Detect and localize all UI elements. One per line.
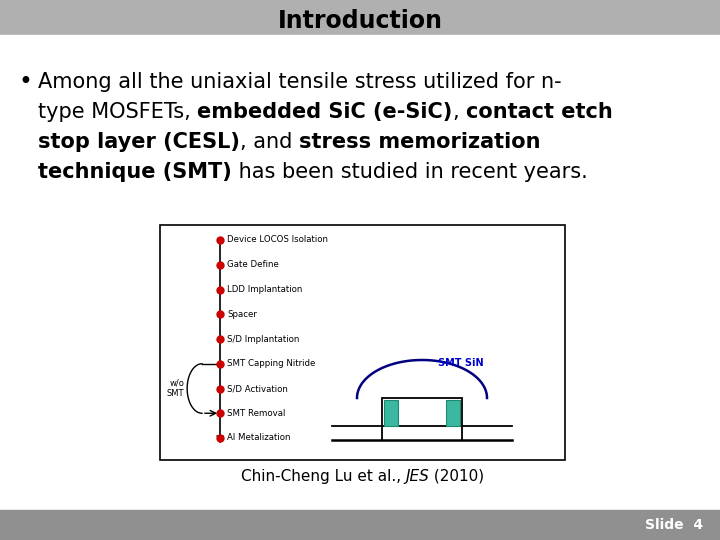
Text: embedded SiC (e-SiC): embedded SiC (e-SiC) (197, 102, 453, 122)
Bar (446, 400, 460, 426)
Text: Spacer: Spacer (227, 310, 257, 319)
Text: (2010): (2010) (429, 469, 485, 483)
Bar (160, 225, 565, 460)
Text: , and: , and (240, 132, 299, 152)
Text: Device LOCOS Isolation: Device LOCOS Isolation (227, 235, 328, 245)
Text: LDD Implantation: LDD Implantation (227, 285, 302, 294)
Text: Introduction: Introduction (277, 9, 443, 33)
Text: JES: JES (405, 469, 429, 483)
Text: Chin-Cheng Lu et al.,: Chin-Cheng Lu et al., (240, 469, 405, 483)
Text: technique (SMT): technique (SMT) (38, 162, 232, 182)
Text: SMT Removal: SMT Removal (227, 409, 285, 418)
Bar (0, 510, 720, 540)
Text: S/D Implantation: S/D Implantation (227, 334, 300, 343)
Bar (382, 398, 462, 426)
Bar (0, 0, 720, 35)
Text: Slide  4: Slide 4 (645, 518, 703, 532)
Text: S/D Activation: S/D Activation (227, 384, 288, 393)
Bar (0, 35, 720, 510)
Text: •: • (18, 70, 32, 94)
Text: has been studied in recent years.: has been studied in recent years. (232, 162, 588, 182)
Text: contact etch: contact etch (466, 102, 613, 122)
Text: Gate Define: Gate Define (227, 260, 279, 269)
Bar (384, 400, 398, 426)
Text: stop layer (CESL): stop layer (CESL) (38, 132, 240, 152)
Text: SMT Capping Nitride: SMT Capping Nitride (227, 359, 315, 368)
Text: SMT SiN: SMT SiN (438, 359, 484, 368)
Text: w/o
SMT: w/o SMT (166, 379, 184, 398)
Text: ,: , (453, 102, 466, 122)
Text: Al Metalization: Al Metalization (227, 434, 290, 442)
Text: Among all the uniaxial tensile stress utilized for n-: Among all the uniaxial tensile stress ut… (38, 72, 562, 92)
Text: type MOSFETs,: type MOSFETs, (38, 102, 197, 122)
Text: stress memorization: stress memorization (299, 132, 541, 152)
